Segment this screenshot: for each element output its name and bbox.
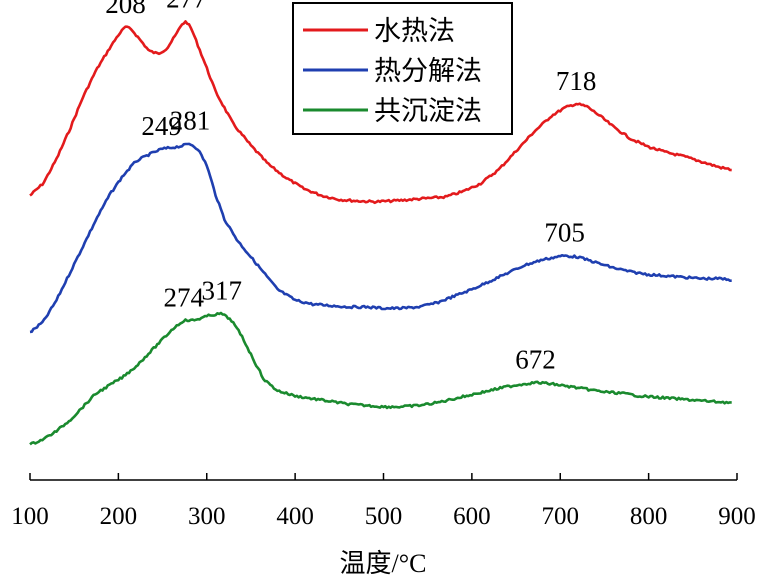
legend-label: 水热法 [374,16,455,46]
x-tick-label: 500 [365,503,403,530]
x-tick-label: 900 [718,503,756,530]
peak-label: 718 [556,66,597,96]
x-tick-label: 100 [11,503,49,530]
plot-area: 100 200 300 400 500 600 700 800 900 208 277 718 249… [11,0,756,530]
x-tick-label: 400 [276,503,314,530]
x-tick-label: 800 [630,503,668,530]
series-line [29,142,732,334]
x-axis-ticks: 100 200 300 400 500 600 700 800 900 [11,473,756,530]
peak-label: 672 [515,345,556,375]
peak-label: 317 [202,276,243,306]
x-tick-label: 300 [188,503,226,530]
x-tick-label: 200 [100,503,138,530]
legend-label: 热分解法 [374,56,482,86]
peak-label: 249 [141,111,182,141]
x-tick-label: 700 [542,503,580,530]
peak-label: 277 [166,0,207,13]
peak-label: 705 [544,218,585,248]
peak-label: 208 [105,0,146,19]
peak-label: 281 [170,106,211,136]
legend-label: 共沉淀法 [374,96,482,126]
series-lines [29,20,732,446]
x-axis-title: 温度/°C [340,549,427,578]
series-line [29,20,732,205]
peak-label: 274 [164,282,205,312]
series-line [29,311,732,446]
x-tick-label: 600 [453,503,491,530]
